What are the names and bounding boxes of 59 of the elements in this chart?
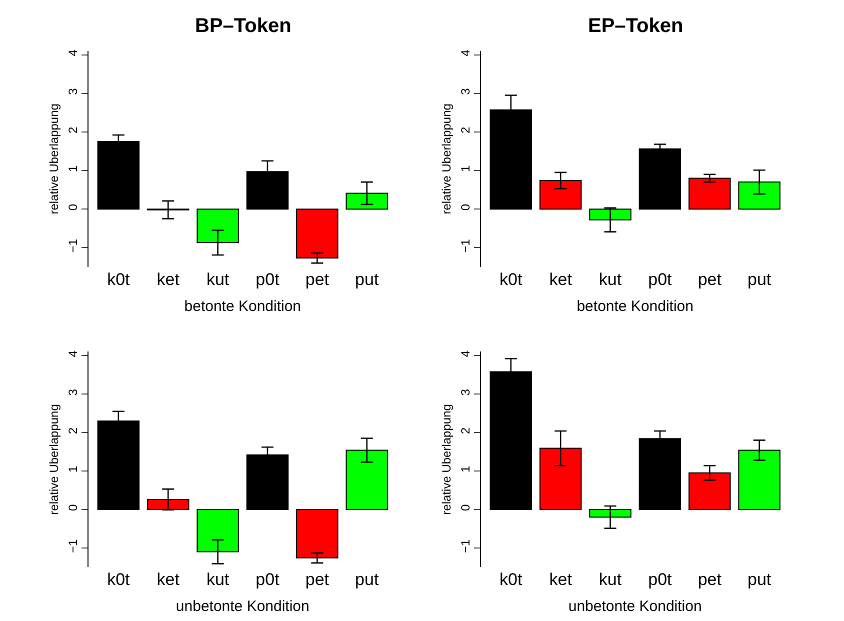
- x-tick-label: p0t: [256, 270, 280, 289]
- x-axis-title: unbetonte Kondition: [176, 598, 310, 616]
- x-tick-label: ket: [549, 570, 572, 590]
- y-tick-label: 0: [458, 504, 472, 511]
- y-axis-title: relative Uberlappung: [440, 404, 454, 515]
- y-tick-label: 1: [66, 466, 80, 473]
- y-tick-label: 4: [458, 350, 472, 358]
- y-tick-label: 4: [66, 49, 80, 56]
- y-tick-label: −1: [458, 538, 472, 553]
- x-tick-label: kut: [598, 570, 622, 590]
- x-tick-label: kut: [206, 270, 230, 289]
- x-tick-label: pet: [698, 570, 722, 590]
- y-tick-label: 3: [66, 88, 80, 95]
- y-tick-label: 0: [66, 204, 80, 211]
- y-tick-label: −1: [458, 238, 472, 253]
- y-tick-label: 3: [458, 388, 472, 396]
- x-tick-label: ket: [156, 270, 180, 289]
- y-axis-title: relative Uberlappung: [47, 104, 62, 214]
- x-tick-label: p0t: [648, 270, 672, 289]
- y-tick-label: −1: [66, 238, 80, 253]
- x-axis-title: betonte Kondition: [184, 298, 302, 315]
- y-tick-label: 0: [66, 504, 80, 511]
- x-tick-label: kut: [206, 570, 230, 590]
- y-tick-label: −1: [66, 538, 80, 553]
- x-tick-label: put: [748, 570, 772, 590]
- chart-title: EP–Token: [588, 15, 684, 37]
- y-tick-label: 0: [458, 204, 472, 211]
- bar: [688, 178, 731, 210]
- x-tick-label: ket: [156, 570, 180, 590]
- y-tick-label: 2: [66, 126, 80, 134]
- x-tick-label: pet: [305, 570, 330, 590]
- x-tick-label: put: [355, 270, 379, 289]
- y-tick-label: 1: [458, 466, 472, 473]
- x-tick-label: pet: [305, 270, 330, 289]
- x-tick-label: put: [748, 270, 772, 289]
- x-tick-label: put: [355, 570, 379, 590]
- y-tick-label: 2: [66, 427, 80, 434]
- y-tick-label: 2: [458, 126, 472, 134]
- y-tick-label: 3: [458, 88, 472, 95]
- y-tick-label: 4: [66, 350, 80, 358]
- x-tick-label: p0t: [648, 570, 672, 590]
- x-tick-label: pet: [698, 270, 722, 289]
- x-tick-label: k0t: [500, 270, 522, 289]
- y-tick-label: 1: [458, 165, 472, 172]
- y-axis-title: relative Uberlappung: [47, 404, 62, 515]
- y-tick-label: 4: [458, 49, 472, 56]
- x-tick-label: k0t: [500, 570, 522, 590]
- chart-title: BP–Token: [195, 15, 292, 37]
- x-axis-title: unbetonte Kondition: [568, 598, 702, 616]
- y-axis-title: relative Uberlappung: [440, 104, 454, 214]
- x-tick-label: k0t: [107, 570, 130, 590]
- x-tick-label: kut: [598, 270, 622, 289]
- x-tick-label: ket: [549, 270, 572, 289]
- x-tick-label: p0t: [256, 570, 280, 590]
- y-tick-label: 2: [458, 427, 472, 434]
- y-tick-label: 3: [66, 388, 80, 396]
- y-tick-label: 1: [66, 165, 80, 172]
- x-tick-label: k0t: [107, 270, 130, 289]
- x-axis-title: betonte Kondition: [576, 298, 694, 315]
